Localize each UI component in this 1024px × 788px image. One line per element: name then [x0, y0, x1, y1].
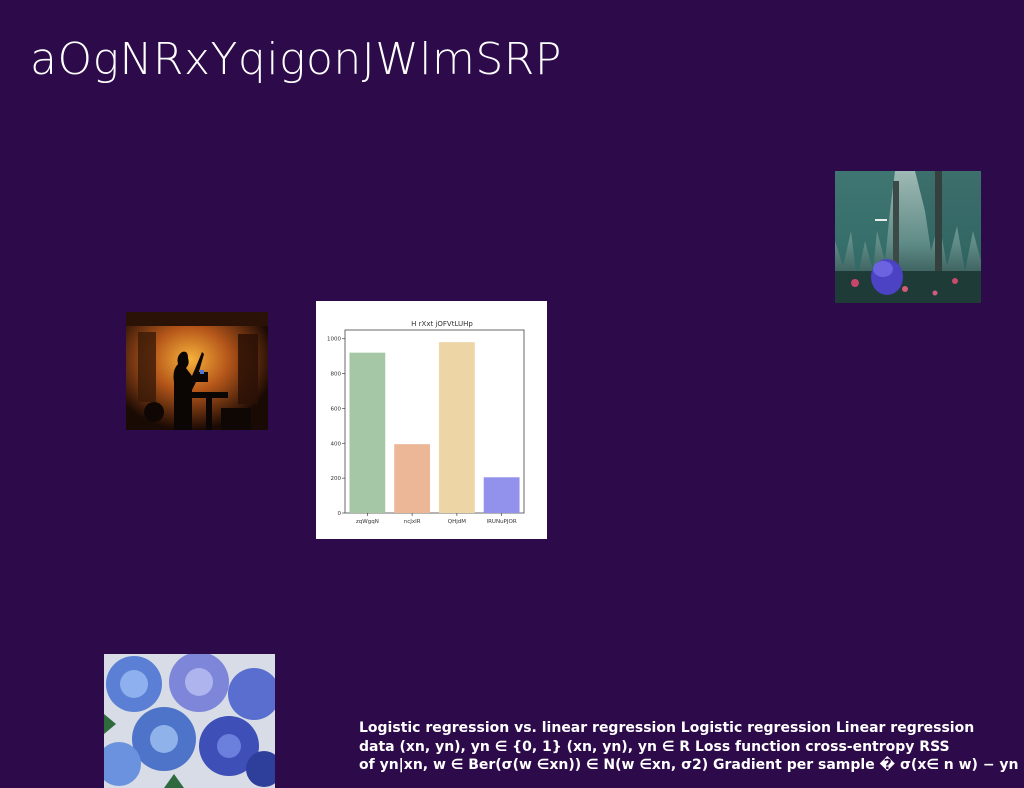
y-tick-label: 0 — [338, 511, 342, 517]
bar-ncJxIR — [394, 444, 431, 513]
x-tick-label: lRUNuPJOR — [487, 519, 517, 525]
caption-line: Logistic regression vs. linear regressio… — [359, 720, 975, 736]
caption-line: data (xn, yn), yn ∈ {0, 1} (xn, yn), yn … — [359, 738, 950, 755]
bar-lRUNuPJOR — [483, 477, 520, 513]
y-tick-label: 400 — [331, 441, 342, 447]
y-tick-label: 1000 — [327, 337, 341, 343]
bar-chart: H rXxt jOFVtLUHp 0 200 400 600 800 1000 zqWgq… — [316, 301, 547, 539]
y-tick-label: 600 — [331, 406, 342, 412]
bar-zqWgqN — [349, 352, 386, 513]
x-tick-label: QHjdM — [448, 519, 466, 525]
caption-line: of yn|xn, w ∈ Ber(σ(w ∈xn)) ∈ N(w ∈xn, σ… — [359, 757, 1019, 773]
slide-title: aOgNRxYqigonJWlmSRP — [30, 34, 562, 85]
plot-area — [344, 329, 525, 514]
stage-performer-photo — [126, 312, 268, 430]
y-tick-label: 200 — [331, 476, 342, 482]
x-tick-label: ncJxIR — [404, 519, 421, 525]
slide-caption: Logistic regression vs. linear regressio… — [359, 719, 1024, 775]
bar-QHjdM — [438, 342, 475, 513]
blue-flowers-photo — [104, 654, 275, 788]
x-tick-label: zqWgqN — [356, 519, 379, 525]
chart-title: H rXxt jOFVtLUHp — [411, 320, 473, 328]
willow-forest-photo — [835, 171, 981, 303]
y-tick-label: 800 — [331, 372, 342, 378]
